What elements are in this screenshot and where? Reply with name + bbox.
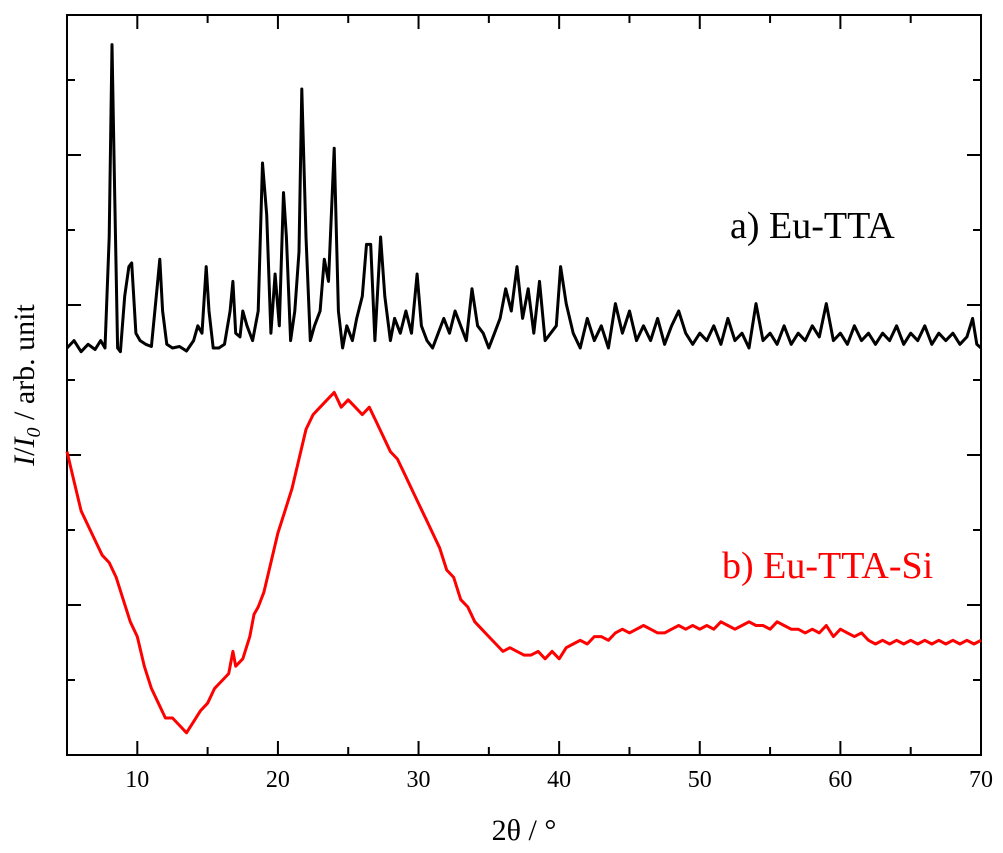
x-tick-labels: 10 20 30 40 50 60 70 (125, 767, 993, 793)
x-tick-label: 70 (969, 767, 993, 793)
x-tick-label: 40 (547, 767, 571, 793)
x-tick-label: 30 (407, 767, 431, 793)
series-line-eu-tta (65, 43, 982, 354)
y-axis-title: I/I0 / arb. unit (8, 304, 45, 467)
x-tick-label: 10 (125, 767, 149, 793)
y-ticks (67, 79, 981, 681)
series-label-eu-tta-si: b) Eu-TTA-Si (722, 545, 933, 587)
series-line-eu-tta-si (65, 390, 982, 735)
x-tick-label: 60 (828, 767, 852, 793)
x-tick-label: 20 (266, 767, 290, 793)
x-ticks (136, 15, 982, 755)
plot-frame (66, 14, 982, 756)
series-label-eu-tta: a) Eu-TTA (730, 205, 895, 247)
x-axis-title: 2θ / ° (492, 814, 557, 847)
x-tick-label: 50 (688, 767, 712, 793)
